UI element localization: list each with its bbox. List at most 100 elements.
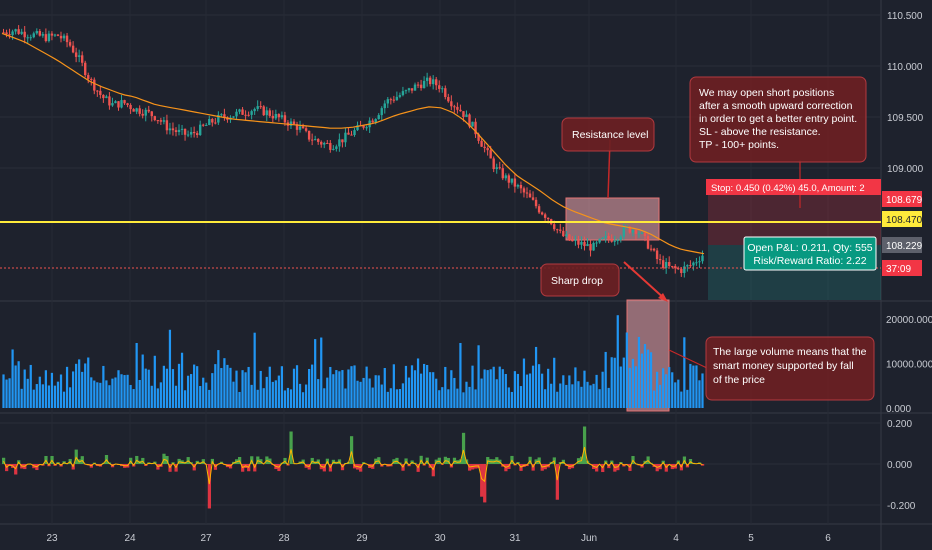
volume-bar [26, 378, 29, 408]
volume-bar [574, 367, 577, 408]
volume-bar [211, 373, 214, 408]
volume-bar [350, 366, 353, 408]
candle-body [205, 124, 208, 126]
volume-bar [413, 370, 417, 408]
volume-bar [84, 363, 87, 408]
volume-bar [65, 366, 69, 408]
candle-body [62, 35, 66, 39]
candle-body [108, 96, 111, 106]
volume-bar [199, 386, 202, 408]
volume-bar [377, 375, 380, 408]
volume-bar [486, 370, 489, 408]
volume-callout[interactable]: The large volume means that the smart mo… [705, 336, 875, 401]
candle-body [522, 188, 526, 193]
candles [2, 25, 704, 278]
candle-body [268, 110, 271, 116]
candle-body [23, 31, 26, 38]
price-tag-text: 108.470 [886, 215, 923, 226]
trade-idea-line-4: SL - above the resistance. [699, 126, 821, 138]
candle-body [492, 158, 495, 170]
stop-loss-zone[interactable] [708, 192, 881, 245]
volume-bar [317, 379, 320, 408]
candle-body [489, 150, 492, 159]
drop-callout[interactable]: Sharp drop [540, 263, 620, 297]
volume-bar [96, 382, 99, 408]
candle-body [671, 266, 674, 268]
volume-bar [138, 379, 141, 408]
candle-body [235, 111, 238, 117]
time-tick-label: 29 [356, 533, 368, 544]
volume-bar [144, 368, 147, 408]
candle-body [56, 34, 60, 36]
volume-bar [20, 388, 23, 408]
candle-body [404, 90, 408, 92]
volume-bar [683, 337, 686, 408]
candle-body [435, 79, 438, 86]
price-tags: 108.679 108.470 108.229 37:09 [882, 191, 923, 276]
candle-body [474, 121, 477, 135]
price-tick-label: 110.000 [887, 62, 923, 73]
candle-body [465, 114, 468, 117]
volume-bar [553, 357, 556, 408]
volume-bar [492, 366, 495, 408]
candle-body [483, 146, 486, 149]
volume-bar [220, 368, 223, 408]
volume-bar [589, 385, 592, 408]
price-tag-text: 37:09 [886, 264, 911, 275]
volume-bar [135, 342, 138, 408]
volume-bar [365, 366, 368, 408]
price-tag [882, 260, 922, 276]
volume-bars [2, 315, 704, 408]
candle-body [619, 236, 622, 240]
candle-body [604, 235, 607, 238]
volume-bar [410, 365, 414, 408]
candle-body [41, 34, 45, 36]
time-tick-label: 4 [673, 533, 679, 544]
volume-bar [75, 363, 78, 408]
volume-bar [662, 368, 665, 408]
candle-body [628, 226, 632, 233]
candle-body [177, 129, 181, 133]
volume-bar [241, 370, 244, 408]
volume-bar [619, 366, 622, 408]
candle-body [486, 148, 489, 151]
candle-body [347, 132, 350, 135]
stop-label[interactable]: Stop: 0.450 (0.42%) 45.0, Amount: 2 [706, 179, 881, 195]
oscillator-bar [700, 464, 705, 466]
volume-bar [5, 379, 8, 408]
candle-body [543, 214, 547, 218]
volume-bar [628, 367, 631, 408]
oscillator-bar [349, 436, 354, 464]
candle-body [344, 132, 347, 143]
volume-bar [56, 381, 60, 408]
candle-body [165, 120, 169, 131]
resistance-zone[interactable] [565, 197, 660, 241]
volume-bar [308, 369, 311, 408]
volume-bar [677, 379, 680, 408]
resistance-callout[interactable]: Resistance level [561, 117, 655, 152]
volume-bar [374, 375, 377, 408]
volume-bar [550, 383, 553, 408]
volume-bar [223, 358, 226, 408]
volume-bar [616, 315, 619, 408]
pnl-label[interactable]: Open P&L: 0.211, Qty: 555 Risk/Reward Ra… [743, 236, 877, 271]
candle-body [174, 130, 178, 133]
volume-bar [531, 365, 535, 408]
volume-bar [640, 353, 644, 408]
candle-body [47, 33, 51, 42]
candle-body [616, 239, 619, 241]
trade-idea-callout[interactable]: We may open short positions after a smoo… [689, 76, 867, 163]
volume-bar [205, 382, 208, 408]
volume-bar [610, 357, 613, 408]
oscillator-bar [582, 426, 587, 464]
candle-body [35, 31, 38, 34]
candle-body [195, 133, 199, 135]
volume-bar [507, 387, 510, 408]
volume-bar [359, 381, 362, 408]
time-tick-label: 6 [825, 533, 831, 544]
candle-body [646, 236, 650, 249]
volume-bar [477, 345, 480, 408]
volume-bar [250, 384, 253, 408]
trade-idea-line-1: We may open short positions [699, 87, 834, 99]
